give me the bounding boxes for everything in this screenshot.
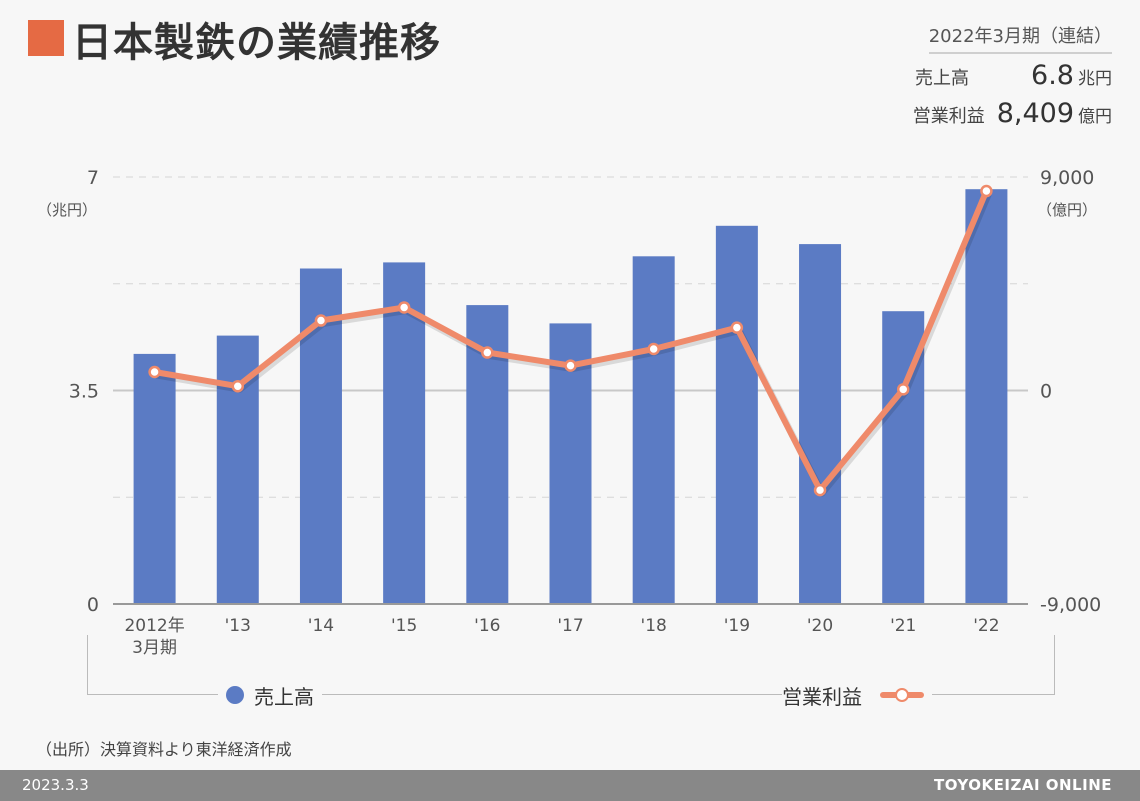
- point-profit: [980, 184, 993, 198]
- summary-profit-value: 8,409: [996, 98, 1074, 129]
- x-axis-tick-label: 2012年: [124, 616, 184, 636]
- x-axis-tick-label: '14: [308, 616, 334, 636]
- legend-sales-label: 売上高: [254, 684, 314, 709]
- chart-title: 日本製鉄の業績推移: [72, 20, 441, 66]
- footer-date: 2023.3.3: [22, 776, 89, 794]
- point-profit: [564, 359, 577, 372]
- x-axis-tick-label: '13: [225, 616, 251, 636]
- bar-sales: [799, 244, 842, 604]
- point-profit: [481, 346, 494, 359]
- title-marker: [28, 20, 64, 56]
- source-note: （出所）決算資料より東洋経済作成: [36, 740, 292, 759]
- x-axis-tick-label: '15: [391, 616, 417, 636]
- right-axis-tick-label: -9,000: [1040, 594, 1101, 616]
- point-profit: [813, 483, 827, 497]
- point-profit: [896, 383, 910, 396]
- summary-sales: 売上高 6.8 兆円: [915, 60, 1112, 91]
- right-axis-tick-label: 9,000: [1040, 167, 1094, 189]
- bar-sales: [632, 256, 675, 604]
- summary-profit-label: 営業利益: [912, 106, 985, 127]
- summary-sales-label: 売上高: [915, 68, 970, 89]
- x-axis-tick-label: '20: [807, 616, 833, 636]
- legend-profit-label: 営業利益: [782, 684, 862, 709]
- x-axis-tick-label: '18: [641, 616, 667, 636]
- legend-frame: [87, 635, 1055, 695]
- x-axis-tick-label: '16: [474, 616, 500, 636]
- point-profit: [231, 379, 245, 393]
- summary-period: 2022年3月期（連結）: [928, 22, 1112, 54]
- left-axis-tick-label: 7: [87, 167, 99, 189]
- x-axis-tick-label: '17: [557, 616, 583, 636]
- summary-profit: 営業利益 8,409 億円: [913, 98, 1112, 129]
- x-axis-tick-label: '19: [724, 616, 750, 636]
- bar-sales: [965, 189, 1008, 604]
- footer-brand: TOYOKEIZAI ONLINE: [933, 776, 1112, 794]
- bar-sales: [133, 353, 176, 604]
- point-profit: [647, 342, 660, 356]
- bar-sales: [715, 225, 758, 605]
- x-axis-tick-label: 3月期: [132, 638, 177, 658]
- point-profit: [730, 321, 744, 334]
- left-axis-tick-label: 0: [87, 594, 99, 616]
- summary-profit-unit: 億円: [1078, 107, 1112, 127]
- footer-bar: 2023.3.3 TOYOKEIZAI ONLINE: [0, 770, 1140, 801]
- legend-item-profit: 営業利益: [782, 676, 932, 714]
- legend-sales-marker: [226, 686, 244, 704]
- point-profit: [397, 301, 411, 314]
- x-axis-tick-label: '22: [973, 616, 999, 636]
- point-profit: [314, 314, 328, 327]
- summary-sales-unit: 兆円: [1078, 69, 1112, 89]
- legend-profit-marker: [880, 686, 924, 704]
- left-axis-tick-label: 3.5: [69, 381, 99, 403]
- summary-sales-value: 6.8: [1031, 60, 1074, 91]
- legend-item-sales: 売上高: [218, 676, 322, 714]
- bar-sales: [383, 262, 426, 604]
- right-axis-unit: （億円）: [1037, 201, 1097, 219]
- right-axis-tick-label: 0: [1040, 381, 1052, 403]
- x-axis-tick-label: '21: [890, 616, 916, 636]
- point-profit: [148, 365, 161, 379]
- left-axis-unit: （兆円）: [37, 201, 97, 219]
